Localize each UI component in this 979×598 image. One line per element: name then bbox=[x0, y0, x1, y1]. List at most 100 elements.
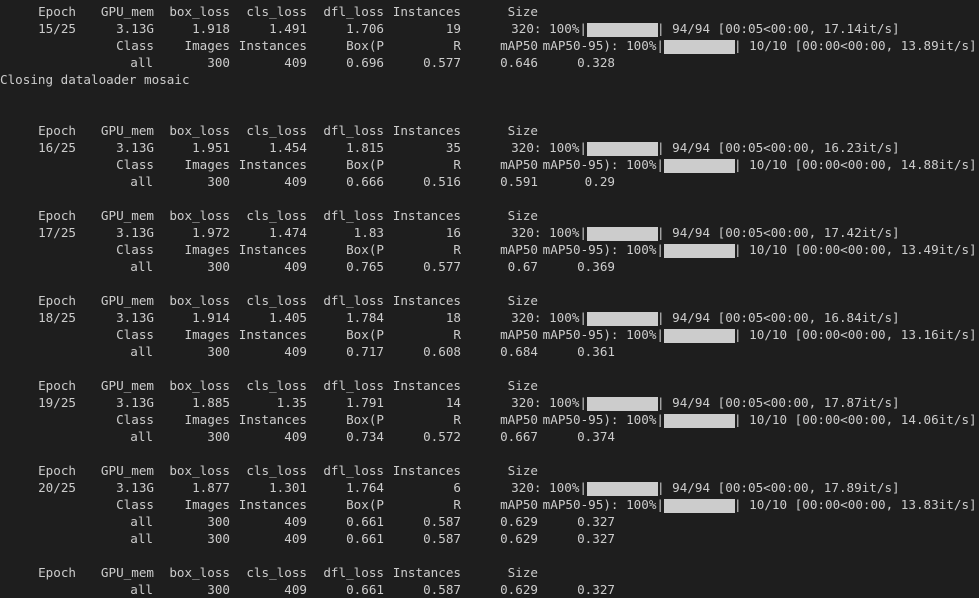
val-header-r: R bbox=[453, 242, 461, 257]
box-loss-value: 1.914 bbox=[192, 310, 230, 325]
header-box-loss: box_loss bbox=[169, 293, 230, 308]
val-box-p: 0.661 bbox=[346, 582, 384, 597]
box-loss-value: 1.877 bbox=[192, 480, 230, 495]
val-header-class: Class bbox=[116, 497, 154, 512]
header-cls-loss: cls_loss bbox=[246, 293, 307, 308]
box-loss-value: 1.918 bbox=[192, 21, 230, 36]
val-header-instances: Instances bbox=[238, 497, 307, 512]
val-instances: 409 bbox=[284, 344, 307, 359]
header-epoch: Epoch bbox=[38, 463, 76, 478]
val-images: 300 bbox=[207, 531, 230, 546]
val-box-p: 0.717 bbox=[346, 344, 384, 359]
header-gpu-mem: GPU_mem bbox=[100, 4, 154, 19]
cls-loss-value: 1.454 bbox=[269, 140, 307, 155]
header-instances: Instances bbox=[392, 378, 461, 393]
train-progress-bar bbox=[587, 482, 658, 496]
val-header-instances: Instances bbox=[238, 38, 307, 53]
epoch-value: 20/25 bbox=[38, 480, 76, 495]
val-header-box-p: Box(P bbox=[346, 412, 384, 427]
val-header-instances: Instances bbox=[238, 157, 307, 172]
val-header-class: Class bbox=[116, 157, 154, 172]
header-dfl-loss: dfl_loss bbox=[323, 293, 384, 308]
val-progress-bar bbox=[664, 329, 735, 343]
val-header-map50: mAP50 bbox=[500, 412, 538, 427]
header-box-loss: box_loss bbox=[169, 463, 230, 478]
val-header-class: Class bbox=[116, 412, 154, 427]
val-progress-stats: | 10/10 [00:00<00:00, 13.16it/s] bbox=[734, 327, 977, 342]
val-class-all: all bbox=[130, 259, 153, 274]
val-images: 300 bbox=[207, 55, 230, 70]
val-header-r: R bbox=[453, 327, 461, 342]
dfl-loss-value: 1.791 bbox=[346, 395, 384, 410]
header-epoch: Epoch bbox=[38, 4, 76, 19]
train-progress-stats: | 94/94 [00:05<00:00, 16.23it/s] bbox=[657, 140, 900, 155]
val-progress-stats: | 10/10 [00:00<00:00, 13.49it/s] bbox=[734, 242, 977, 257]
header-size: Size bbox=[507, 378, 538, 393]
val-header-images: Images bbox=[184, 157, 231, 172]
val-header-box-p: Box(P bbox=[346, 38, 384, 53]
header-size: Size bbox=[507, 463, 538, 478]
val-header-box-p: Box(P bbox=[346, 497, 384, 512]
gpu-mem-value: 3.13G bbox=[116, 225, 154, 240]
val-progress-stats: | 10/10 [00:00<00:00, 14.88it/s] bbox=[734, 157, 977, 172]
val-map50-95: 0.327 bbox=[577, 582, 615, 597]
header-instances: Instances bbox=[392, 123, 461, 138]
header-size: Size bbox=[507, 123, 538, 138]
header-cls-loss: cls_loss bbox=[246, 565, 307, 580]
val-progress-stats: | 10/10 [00:00<00:00, 14.06it/s] bbox=[734, 412, 977, 427]
val-map50: 0.646 bbox=[500, 55, 538, 70]
header-gpu-mem: GPU_mem bbox=[100, 378, 154, 393]
val-instances: 409 bbox=[284, 174, 307, 189]
val-header-map50: mAP50 bbox=[500, 157, 538, 172]
instances-value: 19 bbox=[445, 21, 461, 36]
header-instances: Instances bbox=[392, 293, 461, 308]
epoch-value: 16/25 bbox=[38, 140, 76, 155]
header-gpu-mem: GPU_mem bbox=[100, 565, 154, 580]
box-loss-value: 1.972 bbox=[192, 225, 230, 240]
val-instances: 409 bbox=[284, 55, 307, 70]
val-box-p: 0.765 bbox=[346, 259, 384, 274]
train-progress-bar bbox=[587, 227, 658, 241]
val-images: 300 bbox=[207, 174, 230, 189]
val-progress-stats: | 10/10 [00:00<00:00, 13.83it/s] bbox=[734, 497, 977, 512]
val-progress-bar bbox=[664, 159, 735, 173]
val-map50: 0.629 bbox=[500, 514, 538, 529]
epoch-value: 19/25 bbox=[38, 395, 76, 410]
val-header-r: R bbox=[453, 412, 461, 427]
val-header-map50: mAP50 bbox=[500, 497, 538, 512]
box-loss-value: 1.885 bbox=[192, 395, 230, 410]
val-box-p: 0.661 bbox=[346, 514, 384, 529]
header-epoch: Epoch bbox=[38, 123, 76, 138]
epoch-value: 18/25 bbox=[38, 310, 76, 325]
val-header-map50-95: mAP50-95): 100%| bbox=[542, 157, 664, 172]
size-progress-label: 320: 100%| bbox=[511, 480, 587, 495]
header-size: Size bbox=[507, 293, 538, 308]
header-cls-loss: cls_loss bbox=[246, 463, 307, 478]
val-header-map50: mAP50 bbox=[500, 38, 538, 53]
cls-loss-value: 1.301 bbox=[269, 480, 307, 495]
closing-message-text: Closing dataloader mosaic bbox=[0, 72, 190, 87]
header-dfl-loss: dfl_loss bbox=[323, 565, 384, 580]
val-header-images: Images bbox=[184, 412, 231, 427]
header-epoch: Epoch bbox=[38, 208, 76, 223]
header-epoch: Epoch bbox=[38, 378, 76, 393]
val-instances: 409 bbox=[284, 429, 307, 444]
size-progress-label: 320: 100%| bbox=[511, 140, 587, 155]
val-progress-bar bbox=[664, 499, 735, 513]
val-r: 0.516 bbox=[423, 174, 461, 189]
val-header-box-p: Box(P bbox=[346, 157, 384, 172]
train-progress-stats: | 94/94 [00:05<00:00, 17.14it/s] bbox=[657, 21, 900, 36]
val-header-class: Class bbox=[116, 38, 154, 53]
val-header-images: Images bbox=[184, 497, 231, 512]
size-progress-label: 320: 100%| bbox=[511, 225, 587, 240]
instances-value: 35 bbox=[445, 140, 461, 155]
train-progress-bar bbox=[587, 23, 658, 37]
val-images: 300 bbox=[207, 259, 230, 274]
train-progress-bar bbox=[587, 397, 658, 411]
val-r: 0.572 bbox=[423, 429, 461, 444]
train-progress-stats: | 94/94 [00:05<00:00, 17.87it/s] bbox=[657, 395, 900, 410]
header-cls-loss: cls_loss bbox=[246, 123, 307, 138]
val-header-images: Images bbox=[184, 38, 231, 53]
val-header-map50-95: mAP50-95): 100%| bbox=[542, 327, 664, 342]
